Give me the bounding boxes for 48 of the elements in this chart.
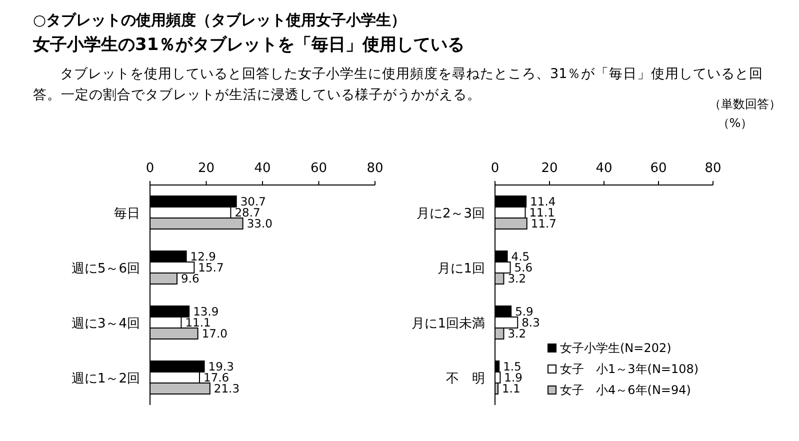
chart-title: ○タブレットの使用頻度（タブレット使用女子小学生） — [33, 11, 406, 29]
x-tick-label: 20 — [198, 161, 215, 176]
x-tick-label: 40 — [596, 161, 612, 176]
y-tick-label: 月に1回 — [438, 262, 485, 276]
x-tick-label: 0 — [490, 161, 500, 176]
x-tick-label: 60 — [650, 161, 667, 176]
y-tick-label: 月に1回未満 — [412, 316, 485, 332]
data-label: 19.3 — [208, 360, 234, 374]
chart-subtitle: 女子小学生の31％がタブレットを「毎日」使用している — [32, 35, 465, 55]
data-label: 11.1 — [185, 316, 211, 330]
data-label: 17.0 — [202, 326, 228, 340]
data-label: 3.2 — [508, 326, 526, 340]
x-tick-label: 40 — [254, 161, 271, 176]
data-label: 5.9 — [515, 304, 534, 318]
data-label: 5.6 — [514, 260, 533, 274]
data-label: 30.7 — [240, 194, 266, 208]
data-label: 9.6 — [181, 272, 200, 286]
data-label: 33.0 — [246, 216, 272, 230]
data-label: 1.9 — [504, 370, 522, 384]
data-label: 8.3 — [522, 316, 540, 330]
legend-label: 女子小学生(N=202) — [560, 341, 672, 355]
y-tick-label: 週に1～2回 — [71, 372, 140, 386]
data-label: 11.7 — [530, 216, 556, 230]
x-tick-label: 0 — [146, 161, 154, 176]
x-tick-label: 80 — [704, 161, 722, 176]
data-label: 1.5 — [503, 360, 522, 374]
y-tick-label: 週に3～4回 — [71, 316, 140, 332]
y-tick-label: 週に5～6回 — [71, 262, 140, 276]
data-label: 4.5 — [511, 250, 530, 264]
legend-label: 女子 小4～6年(N=94) — [560, 383, 691, 397]
x-tick-label: 80 — [366, 161, 384, 176]
data-label: 21.3 — [214, 382, 240, 396]
x-tick-label: 60 — [310, 161, 328, 176]
data-label: 1.1 — [502, 382, 520, 396]
x-tick-label: 20 — [541, 161, 558, 176]
data-label: 15.7 — [198, 260, 224, 274]
y-tick-label: 毎日 — [114, 206, 140, 222]
data-label: 28.7 — [234, 206, 260, 220]
data-label: 3.2 — [508, 272, 526, 286]
y-tick-label: 不 明 — [446, 372, 485, 386]
data-label: 11.1 — [529, 206, 555, 220]
data-label: 13.9 — [193, 304, 219, 318]
legend-label: 女子 小1～3年(N=108) — [560, 362, 699, 376]
y-tick-label: 月に2～3回 — [416, 206, 485, 222]
text: （%） — [717, 116, 753, 130]
data-label: 12.9 — [190, 250, 216, 264]
data-label: 17.6 — [204, 370, 230, 384]
data-label: 11.4 — [530, 194, 556, 208]
